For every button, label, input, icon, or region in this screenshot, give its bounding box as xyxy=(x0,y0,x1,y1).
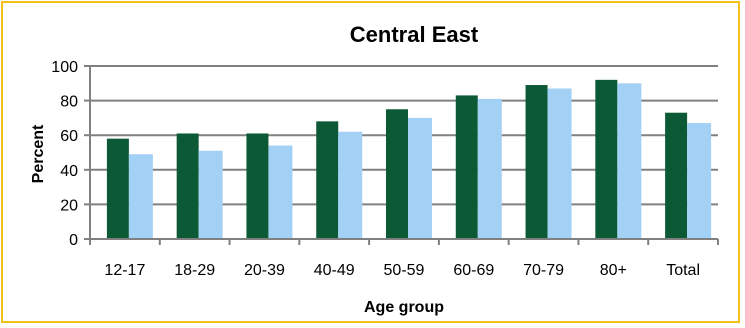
y-tick-labels: 0 20 40 60 80 100 xyxy=(51,59,90,249)
x-tick-label: 12-17 xyxy=(104,262,145,279)
bar-series1-50-59 xyxy=(386,109,408,239)
x-tick-label: 40-49 xyxy=(314,262,355,279)
bar-series2-Total xyxy=(687,123,712,239)
x-tick-label: Total xyxy=(666,262,700,279)
y-tick-label: 40 xyxy=(60,163,78,180)
bar-series1-60-69 xyxy=(455,95,478,239)
bar-series1-Total xyxy=(665,112,688,239)
x-tick-label: 60-69 xyxy=(453,262,494,279)
bar-series2-80+ xyxy=(617,83,642,239)
bar-series1-18-29 xyxy=(176,133,199,239)
x-tick-label: 80+ xyxy=(600,262,627,279)
bar-series1-80+ xyxy=(595,79,618,239)
bar-series2-12-17 xyxy=(128,154,153,239)
y-tick-label: 60 xyxy=(60,128,78,145)
x-tick-label: 18-29 xyxy=(174,262,215,279)
bars xyxy=(106,79,712,240)
bar-series2-20-39 xyxy=(268,145,293,239)
bar-series1-20-39 xyxy=(246,133,269,239)
x-tick-labels: 12-17 18-29 20-39 40-49 50-59 60-69 70-79 80+ To… xyxy=(89,239,719,279)
x-tick-label: 50-59 xyxy=(384,262,425,279)
bar-series2-70-79 xyxy=(547,88,572,240)
bar-series1-12-17 xyxy=(106,138,129,239)
bar-series1-40-49 xyxy=(316,121,339,239)
y-tick-label: 80 xyxy=(60,94,78,111)
bar-series2-40-49 xyxy=(338,131,363,239)
bar-series2-50-59 xyxy=(408,117,432,239)
chart-title: Central East xyxy=(350,22,479,47)
y-tick-label: 20 xyxy=(60,197,78,214)
bar-series1-70-79 xyxy=(525,85,548,239)
x-tick-label: 20-39 xyxy=(244,262,285,279)
bar-series2-18-29 xyxy=(198,150,223,239)
y-tick-label: 100 xyxy=(51,59,78,76)
y-axis-label: Percent xyxy=(30,124,47,183)
x-tick-label: 70-79 xyxy=(523,262,564,279)
bar-series2-60-69 xyxy=(477,98,502,240)
x-axis-label: Age group xyxy=(364,299,444,316)
axes xyxy=(89,66,718,240)
y-tick-label: 0 xyxy=(69,232,78,249)
